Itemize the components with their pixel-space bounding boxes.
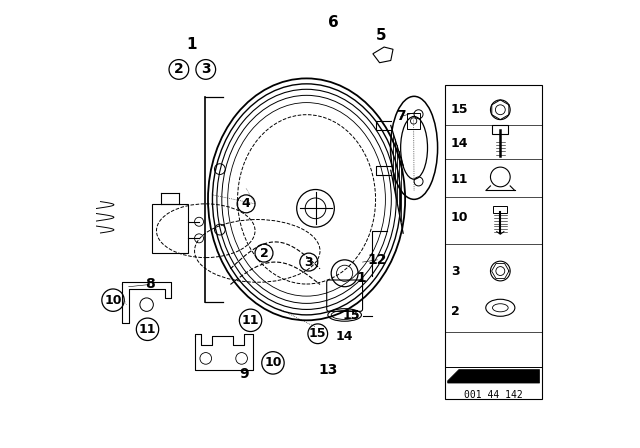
Text: 3: 3 (201, 62, 211, 77)
Text: 10: 10 (264, 356, 282, 370)
Text: 3: 3 (451, 264, 460, 278)
Text: 11: 11 (451, 172, 468, 186)
Text: 6: 6 (328, 15, 339, 30)
Text: 2: 2 (174, 62, 184, 77)
Text: 9: 9 (239, 367, 249, 381)
Text: 14: 14 (451, 137, 468, 150)
Text: 2: 2 (451, 305, 460, 318)
Text: 2: 2 (260, 246, 268, 260)
Text: 15: 15 (342, 309, 360, 323)
Text: 3: 3 (305, 255, 313, 269)
Text: 15: 15 (451, 103, 468, 116)
Text: 11: 11 (242, 314, 259, 327)
Text: 8: 8 (145, 277, 155, 292)
Text: 1: 1 (186, 37, 196, 52)
Text: 001 44 142: 001 44 142 (464, 390, 523, 400)
Text: 12: 12 (367, 253, 387, 267)
Text: 4: 4 (242, 197, 250, 211)
Polygon shape (448, 370, 540, 383)
Text: 10: 10 (451, 211, 468, 224)
Text: 1: 1 (356, 271, 366, 285)
Text: 14: 14 (336, 329, 353, 343)
Text: 10: 10 (104, 293, 122, 307)
Text: 11: 11 (139, 323, 156, 336)
Text: 13: 13 (319, 362, 338, 377)
Text: 15: 15 (309, 327, 326, 340)
Text: 5: 5 (376, 28, 387, 43)
Text: 7: 7 (396, 109, 406, 124)
